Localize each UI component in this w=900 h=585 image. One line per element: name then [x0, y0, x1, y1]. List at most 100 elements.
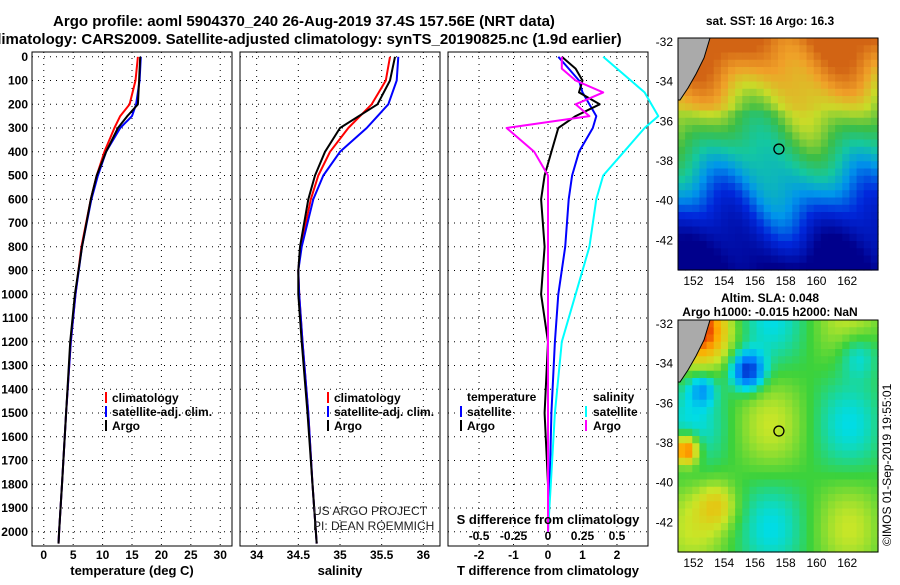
- depth-tick-label: 100: [8, 74, 28, 88]
- map-cell: [749, 45, 758, 54]
- map-cell: [828, 356, 836, 365]
- map-cell: [770, 349, 779, 357]
- x-tick-label: -1: [508, 548, 519, 562]
- map-cell: [706, 248, 715, 257]
- map-cell: [756, 436, 765, 444]
- map-cell: [813, 38, 822, 46]
- map-cell: [770, 486, 779, 495]
- map-cell: [813, 197, 822, 206]
- map-cell: [770, 45, 779, 54]
- map-cell: [813, 334, 822, 343]
- map-cell: [778, 515, 786, 524]
- map-cell: [849, 428, 858, 437]
- map-cell: [828, 515, 836, 524]
- map-cell: [728, 465, 736, 473]
- map-cell: [842, 117, 851, 126]
- map-cell: [806, 472, 815, 481]
- map-cell: [870, 197, 879, 206]
- map-cell: [706, 414, 715, 423]
- map-cell: [735, 450, 743, 459]
- map-cell: [835, 320, 843, 328]
- map-cell: [835, 110, 843, 119]
- map-cell: [770, 363, 779, 372]
- map-cell: [778, 385, 786, 394]
- map-cell: [820, 385, 829, 394]
- map-cell: [713, 341, 722, 350]
- map-cell: [699, 88, 708, 97]
- map-cell: [835, 501, 843, 510]
- map-cell: [849, 370, 858, 379]
- map-cell: [835, 219, 843, 228]
- map-cell: [806, 132, 815, 141]
- map-cell: [692, 190, 701, 199]
- map-cell: [692, 103, 701, 112]
- map-cell: [828, 479, 836, 488]
- map-cell: [820, 168, 829, 177]
- map-cell: [728, 341, 736, 350]
- map-cell: [699, 378, 708, 386]
- map-cell: [820, 334, 829, 343]
- map-cell: [785, 363, 793, 372]
- map-cell: [742, 486, 751, 495]
- map-cell: [792, 334, 801, 343]
- map-cell: [699, 436, 708, 444]
- map-cell: [778, 523, 786, 531]
- map-cell: [870, 443, 879, 452]
- map-cell: [806, 443, 815, 452]
- map-cell: [870, 508, 879, 517]
- map-cell: [870, 327, 879, 336]
- map-cell: [863, 349, 872, 357]
- map-cell: [856, 399, 865, 408]
- map-cell: [799, 341, 808, 350]
- map-cell: [863, 537, 872, 546]
- map-cell: [792, 428, 801, 437]
- map-cell: [699, 110, 708, 119]
- depth-tick-label: 2000: [1, 525, 28, 539]
- map-cell: [835, 407, 843, 415]
- x-tick-label: 30: [214, 548, 228, 562]
- map-cell: [813, 327, 822, 336]
- map-cell: [799, 139, 808, 148]
- map-cell: [820, 320, 829, 328]
- map-cell: [685, 255, 693, 264]
- map-cell: [728, 38, 736, 46]
- map-cell: [863, 96, 872, 104]
- map-cell: [820, 74, 829, 83]
- map-cell: [870, 125, 879, 133]
- map-cell: [778, 197, 786, 206]
- map-cell: [706, 168, 715, 177]
- map-cell: [778, 59, 786, 68]
- map-cell: [813, 262, 822, 271]
- map-cell: [706, 465, 715, 473]
- map-cell: [806, 457, 815, 466]
- map-cell: [778, 508, 786, 517]
- map-cell: [713, 363, 722, 372]
- map-cell: [728, 204, 736, 213]
- legend-label: climatology: [334, 391, 401, 405]
- map-cell: [713, 117, 722, 126]
- map-cell: [735, 341, 743, 350]
- map-cell: [770, 399, 779, 408]
- map-cell: [792, 501, 801, 510]
- map-cell: [842, 241, 851, 249]
- map-cell: [792, 472, 801, 481]
- map-cell: [813, 45, 822, 54]
- map-cell: [863, 370, 872, 379]
- x-tick-label: 10: [96, 548, 110, 562]
- map-cell: [813, 443, 822, 452]
- map-cell: [678, 399, 686, 408]
- map-cell: [806, 421, 815, 430]
- map-cell: [863, 443, 872, 452]
- map-cell: [692, 74, 701, 83]
- map-cell: [713, 407, 722, 415]
- map-cell: [728, 81, 736, 90]
- map-cell: [778, 88, 786, 97]
- map-cell: [678, 392, 686, 401]
- map-cell: [806, 320, 815, 328]
- map-cell: [813, 212, 822, 220]
- map-cell: [735, 436, 743, 444]
- map-cell: [678, 132, 686, 141]
- map-cell: [678, 154, 686, 162]
- map-cell: [720, 479, 729, 488]
